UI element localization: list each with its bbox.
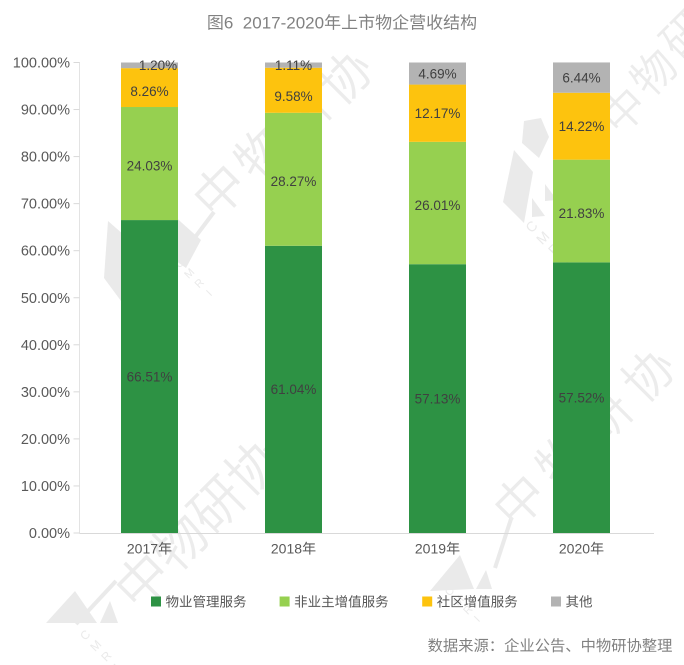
svg-text:30.00%: 30.00% [21, 385, 70, 401]
svg-text:6 2017-2020: 6 2017-2020 [224, 14, 324, 33]
svg-text:10.00%: 10.00% [21, 479, 70, 495]
svg-text:12.17%: 12.17% [415, 106, 461, 121]
svg-text:9.58%: 9.58% [274, 89, 312, 104]
svg-text:4.69%: 4.69% [418, 66, 456, 81]
svg-text:100.00%: 100.00% [13, 56, 70, 72]
svg-text:8.26%: 8.26% [130, 84, 168, 99]
svg-text:1.20%: 1.20% [139, 58, 177, 73]
svg-text:14.22%: 14.22% [559, 119, 605, 134]
svg-text:I: I [204, 288, 215, 299]
svg-text:20.00%: 20.00% [21, 432, 70, 448]
svg-text:70.00%: 70.00% [21, 197, 70, 213]
svg-text:28.27%: 28.27% [271, 174, 317, 189]
svg-text:2018: 2018 [271, 541, 302, 557]
svg-text:57.52%: 57.52% [559, 391, 605, 406]
svg-text:I: I [472, 614, 483, 625]
svg-text:2017: 2017 [127, 541, 158, 557]
svg-text:80.00%: 80.00% [21, 150, 70, 166]
svg-text:24.03%: 24.03% [127, 158, 173, 173]
svg-text:57.13%: 57.13% [415, 391, 461, 406]
svg-text:0.00%: 0.00% [29, 526, 70, 542]
svg-text:21.83%: 21.83% [559, 206, 605, 221]
svg-text:26.01%: 26.01% [415, 198, 461, 213]
svg-text:2019: 2019 [415, 541, 446, 557]
svg-text:2020: 2020 [559, 541, 590, 557]
svg-text:40.00%: 40.00% [21, 338, 70, 354]
svg-text:90.00%: 90.00% [21, 103, 70, 119]
svg-text:60.00%: 60.00% [21, 244, 70, 260]
svg-text:6.44%: 6.44% [562, 70, 600, 85]
svg-text:61.04%: 61.04% [271, 382, 317, 397]
svg-text:66.51%: 66.51% [127, 369, 173, 384]
svg-text:50.00%: 50.00% [21, 291, 70, 307]
svg-text:1.11%: 1.11% [275, 58, 312, 73]
